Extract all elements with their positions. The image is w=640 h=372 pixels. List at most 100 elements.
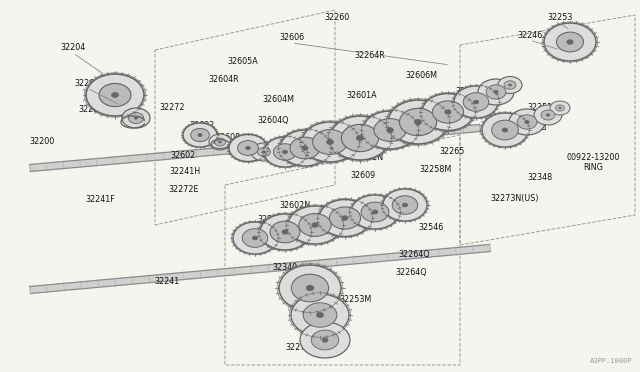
Ellipse shape bbox=[122, 108, 150, 128]
Text: 32701: 32701 bbox=[302, 314, 328, 323]
Text: 32701B: 32701B bbox=[340, 214, 371, 222]
Text: 32264M: 32264M bbox=[391, 110, 423, 119]
Ellipse shape bbox=[99, 83, 131, 106]
Ellipse shape bbox=[544, 23, 596, 61]
Ellipse shape bbox=[243, 229, 268, 247]
Ellipse shape bbox=[299, 214, 332, 236]
Ellipse shape bbox=[260, 214, 310, 250]
Text: 32602: 32602 bbox=[189, 121, 214, 129]
Ellipse shape bbox=[342, 216, 348, 220]
Ellipse shape bbox=[209, 134, 231, 150]
Polygon shape bbox=[29, 244, 490, 294]
Text: 32273: 32273 bbox=[285, 343, 310, 353]
Ellipse shape bbox=[454, 86, 498, 118]
Ellipse shape bbox=[498, 77, 522, 93]
Ellipse shape bbox=[233, 222, 277, 254]
Ellipse shape bbox=[463, 93, 489, 111]
Text: 32606: 32606 bbox=[280, 33, 305, 42]
Ellipse shape bbox=[128, 112, 144, 124]
Text: 32546: 32546 bbox=[419, 224, 444, 232]
Text: 32241H: 32241H bbox=[170, 167, 200, 176]
Text: 32604M: 32604M bbox=[262, 96, 294, 105]
Ellipse shape bbox=[322, 338, 328, 342]
Text: 32241F: 32241F bbox=[85, 196, 115, 205]
Ellipse shape bbox=[311, 330, 339, 350]
Ellipse shape bbox=[191, 128, 209, 142]
Ellipse shape bbox=[372, 210, 378, 214]
Ellipse shape bbox=[383, 189, 427, 221]
Ellipse shape bbox=[279, 265, 341, 311]
Ellipse shape bbox=[257, 148, 271, 157]
Ellipse shape bbox=[282, 150, 287, 154]
Text: 32253: 32253 bbox=[547, 13, 573, 22]
Ellipse shape bbox=[264, 137, 306, 167]
Ellipse shape bbox=[482, 113, 528, 147]
Text: 32200: 32200 bbox=[29, 138, 54, 147]
Text: 32272: 32272 bbox=[159, 103, 185, 112]
Ellipse shape bbox=[363, 111, 417, 149]
Ellipse shape bbox=[356, 135, 364, 141]
Ellipse shape bbox=[550, 101, 570, 115]
Text: 32264M: 32264M bbox=[236, 234, 268, 243]
Ellipse shape bbox=[302, 146, 308, 150]
Ellipse shape bbox=[351, 195, 399, 229]
Ellipse shape bbox=[219, 141, 221, 143]
Ellipse shape bbox=[288, 206, 342, 244]
Ellipse shape bbox=[387, 128, 393, 132]
Text: 00922-13200: 00922-13200 bbox=[566, 154, 620, 163]
Ellipse shape bbox=[252, 236, 258, 240]
Text: 32203: 32203 bbox=[74, 78, 100, 87]
Ellipse shape bbox=[374, 119, 406, 141]
Text: A3PP.1000P: A3PP.1000P bbox=[589, 358, 632, 364]
Ellipse shape bbox=[492, 120, 518, 140]
Text: 32340: 32340 bbox=[273, 263, 298, 273]
Text: 32604R: 32604R bbox=[209, 76, 239, 84]
Ellipse shape bbox=[556, 105, 564, 111]
Ellipse shape bbox=[86, 74, 144, 116]
Ellipse shape bbox=[307, 285, 314, 291]
Text: 32273N(US): 32273N(US) bbox=[491, 193, 540, 202]
Ellipse shape bbox=[229, 135, 267, 161]
Text: 32253M: 32253M bbox=[340, 295, 372, 305]
Ellipse shape bbox=[557, 32, 584, 52]
Ellipse shape bbox=[392, 196, 418, 214]
Ellipse shape bbox=[502, 128, 508, 132]
Ellipse shape bbox=[361, 202, 389, 222]
Ellipse shape bbox=[567, 40, 573, 44]
Text: 32608: 32608 bbox=[216, 134, 241, 142]
Ellipse shape bbox=[198, 134, 202, 137]
Ellipse shape bbox=[237, 141, 259, 155]
Ellipse shape bbox=[541, 110, 555, 120]
Ellipse shape bbox=[270, 221, 300, 243]
Ellipse shape bbox=[326, 140, 333, 144]
Text: 32348B: 32348B bbox=[516, 124, 547, 132]
Ellipse shape bbox=[251, 143, 277, 161]
Ellipse shape bbox=[534, 105, 562, 125]
Ellipse shape bbox=[290, 137, 320, 159]
Ellipse shape bbox=[445, 110, 451, 114]
Text: 32241: 32241 bbox=[154, 278, 180, 286]
Text: 32245: 32245 bbox=[362, 198, 387, 206]
Text: 32205: 32205 bbox=[78, 106, 104, 115]
Ellipse shape bbox=[559, 107, 561, 109]
Ellipse shape bbox=[319, 199, 371, 237]
Text: 32250: 32250 bbox=[257, 215, 283, 224]
Text: 32602N: 32602N bbox=[280, 201, 310, 209]
Text: 32609: 32609 bbox=[350, 170, 376, 180]
Ellipse shape bbox=[509, 109, 545, 135]
Ellipse shape bbox=[303, 303, 337, 327]
Ellipse shape bbox=[183, 123, 217, 147]
Text: 32230: 32230 bbox=[456, 87, 481, 96]
Ellipse shape bbox=[262, 151, 266, 153]
Text: 32264Q: 32264Q bbox=[398, 250, 430, 260]
Text: 32606M: 32606M bbox=[405, 71, 437, 80]
Ellipse shape bbox=[504, 81, 516, 89]
Text: 32272E: 32272E bbox=[169, 186, 199, 195]
Ellipse shape bbox=[330, 207, 360, 229]
Ellipse shape bbox=[280, 130, 330, 166]
Ellipse shape bbox=[134, 117, 138, 119]
Text: 32265: 32265 bbox=[439, 148, 465, 157]
Text: 32601A: 32601A bbox=[347, 90, 378, 99]
Text: 32246: 32246 bbox=[517, 31, 543, 39]
Ellipse shape bbox=[300, 322, 350, 358]
